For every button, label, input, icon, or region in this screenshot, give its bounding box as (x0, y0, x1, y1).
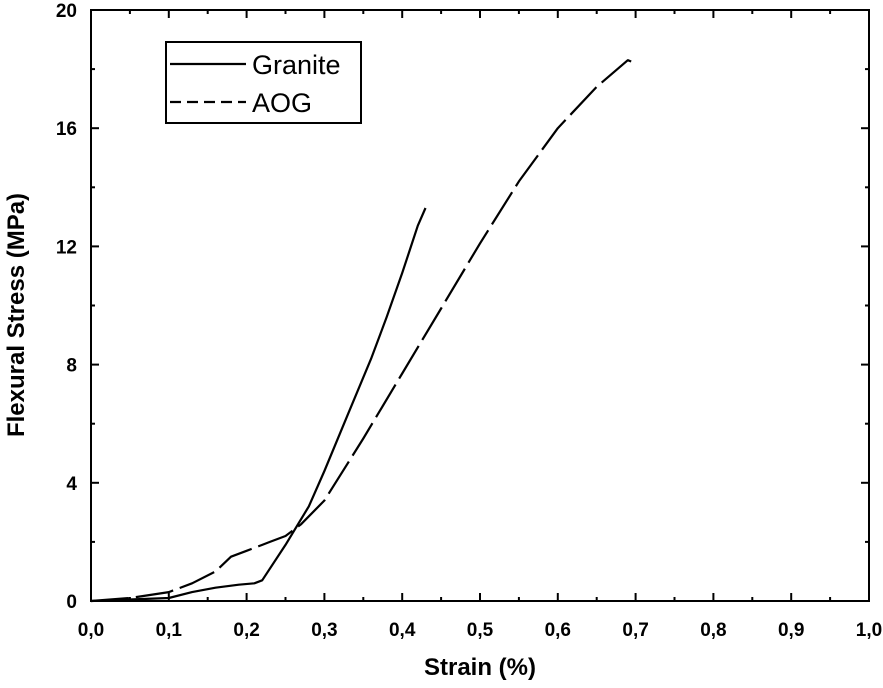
series-line-aog (90, 59, 636, 603)
legend-box (165, 41, 362, 124)
x-ticks: 0,0 0,1 0,2 0,3 0,4 0,5 0,6 0,7 0,8 0,9 1,0 (78, 10, 882, 641)
x-tick-label: 1,0 (856, 620, 882, 641)
x-tick-label: 0,8 (700, 620, 726, 641)
series-lines (90, 59, 636, 603)
y-tick-label: 20 (56, 1, 77, 22)
x-tick-label: 0,9 (778, 620, 804, 641)
legend-label-aog: AOG (252, 88, 312, 118)
legend: Granite AOG (165, 41, 362, 124)
y-tick-label: 12 (56, 237, 77, 258)
x-tick-label: 0,7 (622, 620, 648, 641)
x-tick-label: 0,0 (78, 620, 104, 641)
x-tick-label: 0,4 (389, 620, 416, 641)
series-line-granite (90, 207, 427, 603)
y-ticks: 0 4 8 12 16 20 (56, 1, 869, 613)
x-axis-title: Strain (%) (424, 654, 536, 681)
x-tick-label: 0,5 (467, 620, 494, 641)
x-tick-label: 0,2 (233, 620, 259, 641)
x-tick-label: 0,6 (545, 620, 571, 641)
y-tick-label: 0 (66, 592, 77, 613)
legend-label-granite: Granite (252, 50, 341, 80)
x-tick-label: 0,1 (156, 620, 183, 641)
y-axis-title: Flexural Stress (MPa) (3, 193, 30, 437)
x-tick-label: 0,3 (311, 620, 337, 641)
y-tick-label: 8 (66, 356, 77, 377)
y-tick-label: 4 (66, 474, 77, 495)
y-tick-label: 16 (56, 119, 77, 140)
